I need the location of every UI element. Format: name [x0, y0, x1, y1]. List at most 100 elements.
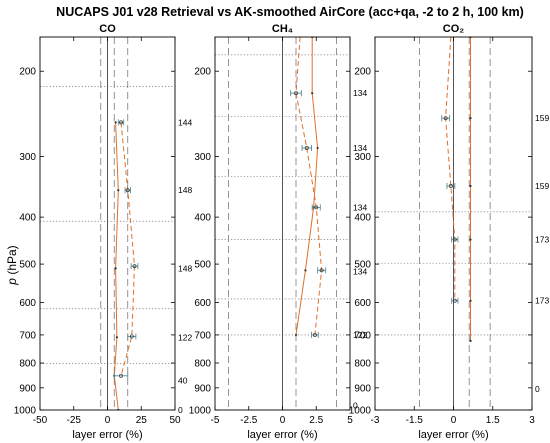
solid-series-line [295, 37, 319, 335]
panel-2: -5 -2.5 0 2.5 5 200 300 400 500 600 700 800 900 1000 C… [189, 23, 368, 441]
y-tick-label: 700 [194, 330, 211, 341]
x-tick-label: -1.5 [406, 415, 424, 426]
error-bar-point [119, 120, 123, 125]
x-tick-label: -3 [371, 415, 380, 426]
sample-count: 122 [353, 330, 367, 340]
y-tick-label: 200 [19, 67, 36, 78]
sample-count: 159 [535, 181, 549, 191]
panel-title: CO [99, 23, 116, 35]
sample-count: 173 [535, 296, 549, 306]
plot-area [40, 37, 175, 410]
sample-count: 148 [178, 185, 192, 195]
y-tick-label: 600 [19, 298, 36, 309]
error-bar-point [314, 205, 319, 210]
error-bar-point [443, 116, 448, 121]
y-tick-label: 300 [354, 152, 371, 163]
x-tick-label: 0 [105, 415, 111, 426]
y-tick-label: 300 [194, 152, 211, 163]
error-bar-point [119, 373, 123, 378]
sample-count: 0 [178, 405, 183, 415]
y-tick-label: 1000 [14, 406, 37, 417]
figure-title: NUCAPS J01 v28 Retrieval vs AK-smoothed … [56, 5, 524, 19]
x-axis-label: layer error (%) [418, 429, 488, 441]
y-tick-label: 500 [19, 260, 36, 271]
solid-series-point [469, 339, 472, 342]
solid-series-point [311, 92, 314, 95]
solid-series-point [117, 189, 120, 192]
solid-series-point [114, 267, 117, 270]
y-tick-label: 700 [354, 330, 371, 341]
y-tick-label: 500 [194, 260, 211, 271]
y-tick-label: 800 [19, 359, 36, 370]
x-axis-label: layer error (%) [247, 429, 317, 441]
y-tick-label: 900 [354, 383, 371, 394]
x-tick-label: 50 [169, 415, 181, 426]
error-bar-point [125, 188, 130, 193]
sample-count: 134 [353, 202, 367, 212]
sample-count: 0 [353, 401, 358, 411]
x-tick-label: 3 [529, 415, 535, 426]
y-tick-label: 600 [194, 298, 211, 309]
y-tick-label: 200 [194, 67, 211, 78]
error-bar-point [294, 91, 298, 96]
x-tick-label: 1.5 [486, 415, 500, 426]
error-bar-point [304, 146, 309, 150]
y-tick-label: 400 [194, 213, 211, 224]
y-tick-label: 900 [19, 383, 36, 394]
x-tick-label: 0 [451, 415, 457, 426]
dashed-series-line [295, 37, 323, 335]
sample-count: 134 [353, 143, 367, 153]
sample-count: 159 [535, 113, 549, 123]
y-tick-label: 400 [19, 213, 36, 224]
y-tick-label: 500 [354, 260, 371, 271]
y-tick-label: 200 [354, 67, 371, 78]
y-tick-label: 700 [19, 330, 36, 341]
sample-count: 144 [178, 117, 192, 127]
x-tick-label: 25 [136, 415, 148, 426]
solid-series-point [469, 299, 472, 302]
error-bar-point [129, 334, 134, 339]
y-axis-label: p (hPa) [5, 245, 19, 285]
x-axis-label: layer error (%) [72, 429, 142, 441]
plot-area [215, 37, 350, 410]
x-tick-label: -50 [33, 415, 48, 426]
sample-count: 0 [535, 384, 540, 394]
sample-count: 148 [178, 263, 192, 273]
y-tick-label: 800 [354, 359, 371, 370]
solid-series-point [304, 269, 307, 272]
y-tick-label: 600 [354, 298, 371, 309]
x-tick-label: -25 [67, 415, 82, 426]
error-bar-point [452, 298, 457, 303]
y-tick-label: 400 [354, 213, 371, 224]
solid-series-point [469, 184, 472, 188]
sample-count: 122 [178, 332, 192, 342]
solid-series-point [469, 117, 472, 120]
x-tick-label: 5 [347, 415, 353, 426]
panel-3: -3 -1.5 0 1.5 32003004005006007008009001000C… [349, 23, 550, 441]
y-tick-label: 900 [194, 383, 211, 394]
error-bar-point [312, 332, 317, 337]
solid-series-point [316, 146, 319, 150]
x-tick-label: -5 [211, 415, 220, 426]
sample-count: 134 [353, 88, 367, 98]
solid-series-point [469, 238, 472, 241]
solid-series-point [114, 121, 117, 124]
y-tick-label: 1000 [189, 406, 212, 417]
panels: -50 -25 0 25 502003004005006007008009001000C… [14, 23, 550, 441]
error-bar-point [448, 184, 453, 188]
error-bar-point [452, 237, 457, 242]
sample-count: 40 [178, 376, 188, 386]
panel-1: -50 -25 0 25 502003004005006007008009001000C… [14, 23, 193, 441]
error-bar-point [132, 264, 137, 269]
solid-series-point [294, 333, 298, 337]
sample-count: 173 [535, 235, 549, 245]
x-tick-label: 2.5 [309, 415, 323, 426]
y-tick-label: 1000 [349, 406, 372, 417]
solid-series-line [113, 122, 119, 410]
sample-count: 134 [353, 267, 367, 277]
y-tick-label: 800 [194, 359, 211, 370]
x-tick-label: 0 [280, 415, 286, 426]
y-tick-label: 300 [19, 152, 36, 163]
